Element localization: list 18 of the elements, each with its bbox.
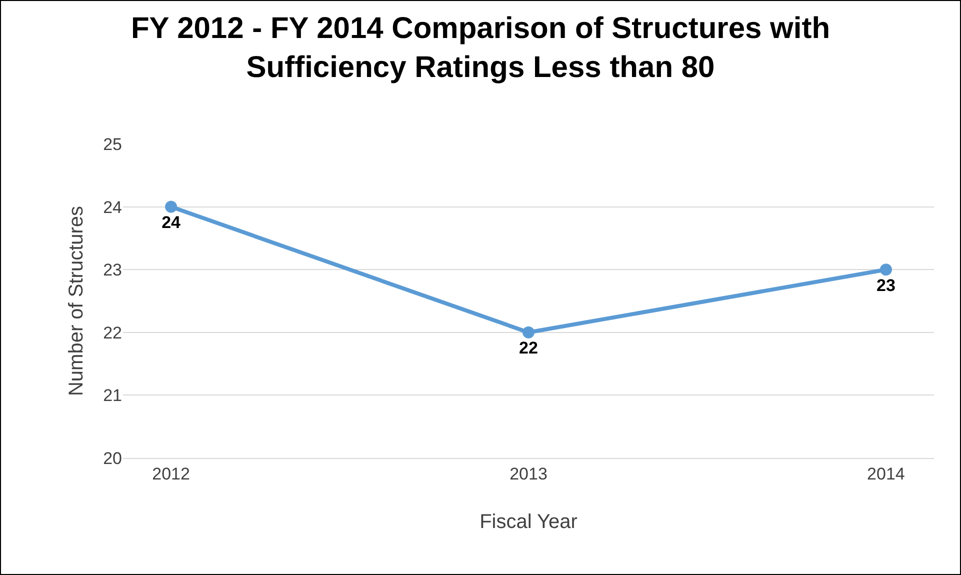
x-tick-label: 2012 [152, 464, 190, 484]
point [522, 326, 534, 338]
x-tick-label: 2014 [867, 464, 905, 484]
y-tick-label: 20 [103, 448, 122, 468]
data-label: 23 [876, 276, 896, 295]
y-tick-label: 24 [103, 198, 122, 217]
y-tick-label: 23 [103, 260, 122, 280]
data-label: 24 [162, 213, 182, 232]
x-tick-label: 2013 [510, 464, 548, 484]
y-axis-title: Number of Structures [66, 206, 88, 396]
y-tick-label: 25 [103, 134, 122, 154]
chart-title: FY 2012 - FY 2014 Comparison of Structures with Sufficiency Ratings Less than 80 [130, 12, 830, 84]
point [165, 200, 178, 213]
data-label: 22 [519, 338, 538, 358]
point [880, 264, 892, 276]
y-tick-label: 21 [103, 386, 122, 406]
y-tick-label: 22 [103, 323, 122, 342]
x-axis-title: Fiscal Year [480, 511, 578, 533]
